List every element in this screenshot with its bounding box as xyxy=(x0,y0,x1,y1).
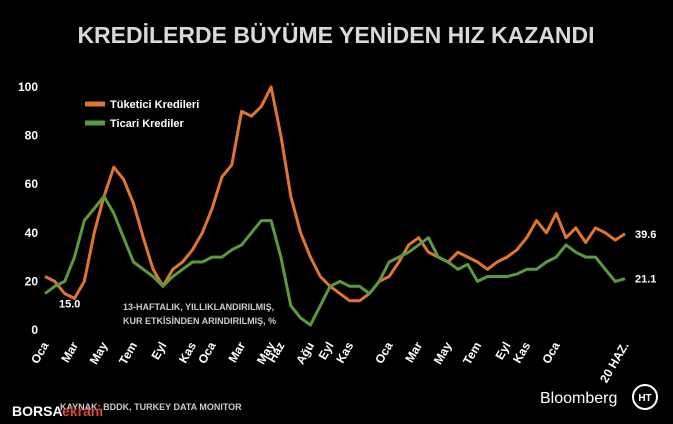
y-tick-label: 80 xyxy=(25,129,39,143)
line xyxy=(44,194,626,327)
note: 13-HAFTALIK, YILLIKLANDIRILMIŞ, xyxy=(123,302,274,312)
value-label: 15.0 xyxy=(59,299,80,311)
logo-ring xyxy=(632,384,658,410)
y-tick-label: 40 xyxy=(25,226,39,240)
value-label: 39.6 xyxy=(635,229,656,241)
watermark: ekranı xyxy=(62,403,103,419)
source: KAYNAK: BDDK, TURKEY DATA MONITOR xyxy=(60,402,242,412)
y-tick-label: 60 xyxy=(25,177,39,191)
y-tick-label: 100 xyxy=(18,80,38,94)
value-label: 21.1 xyxy=(635,274,656,286)
legend-label: Tüketici Kredileri xyxy=(110,99,199,111)
y-tick-label: 20 xyxy=(25,274,39,288)
y-tick-label: 0 xyxy=(31,323,38,337)
logo: HT xyxy=(638,393,651,404)
chart-title: KREDİLERDE BÜYÜME YENİDEN HIZ KAZANDI xyxy=(77,22,594,48)
note: KUR ETKİSİNDEN ARINDIRILMIŞ, % xyxy=(123,316,276,326)
brand: Bloomberg xyxy=(540,390,617,407)
watermark: BORSA xyxy=(12,403,63,419)
legend-label: Ticari Krediler xyxy=(110,118,184,130)
line xyxy=(44,85,626,303)
